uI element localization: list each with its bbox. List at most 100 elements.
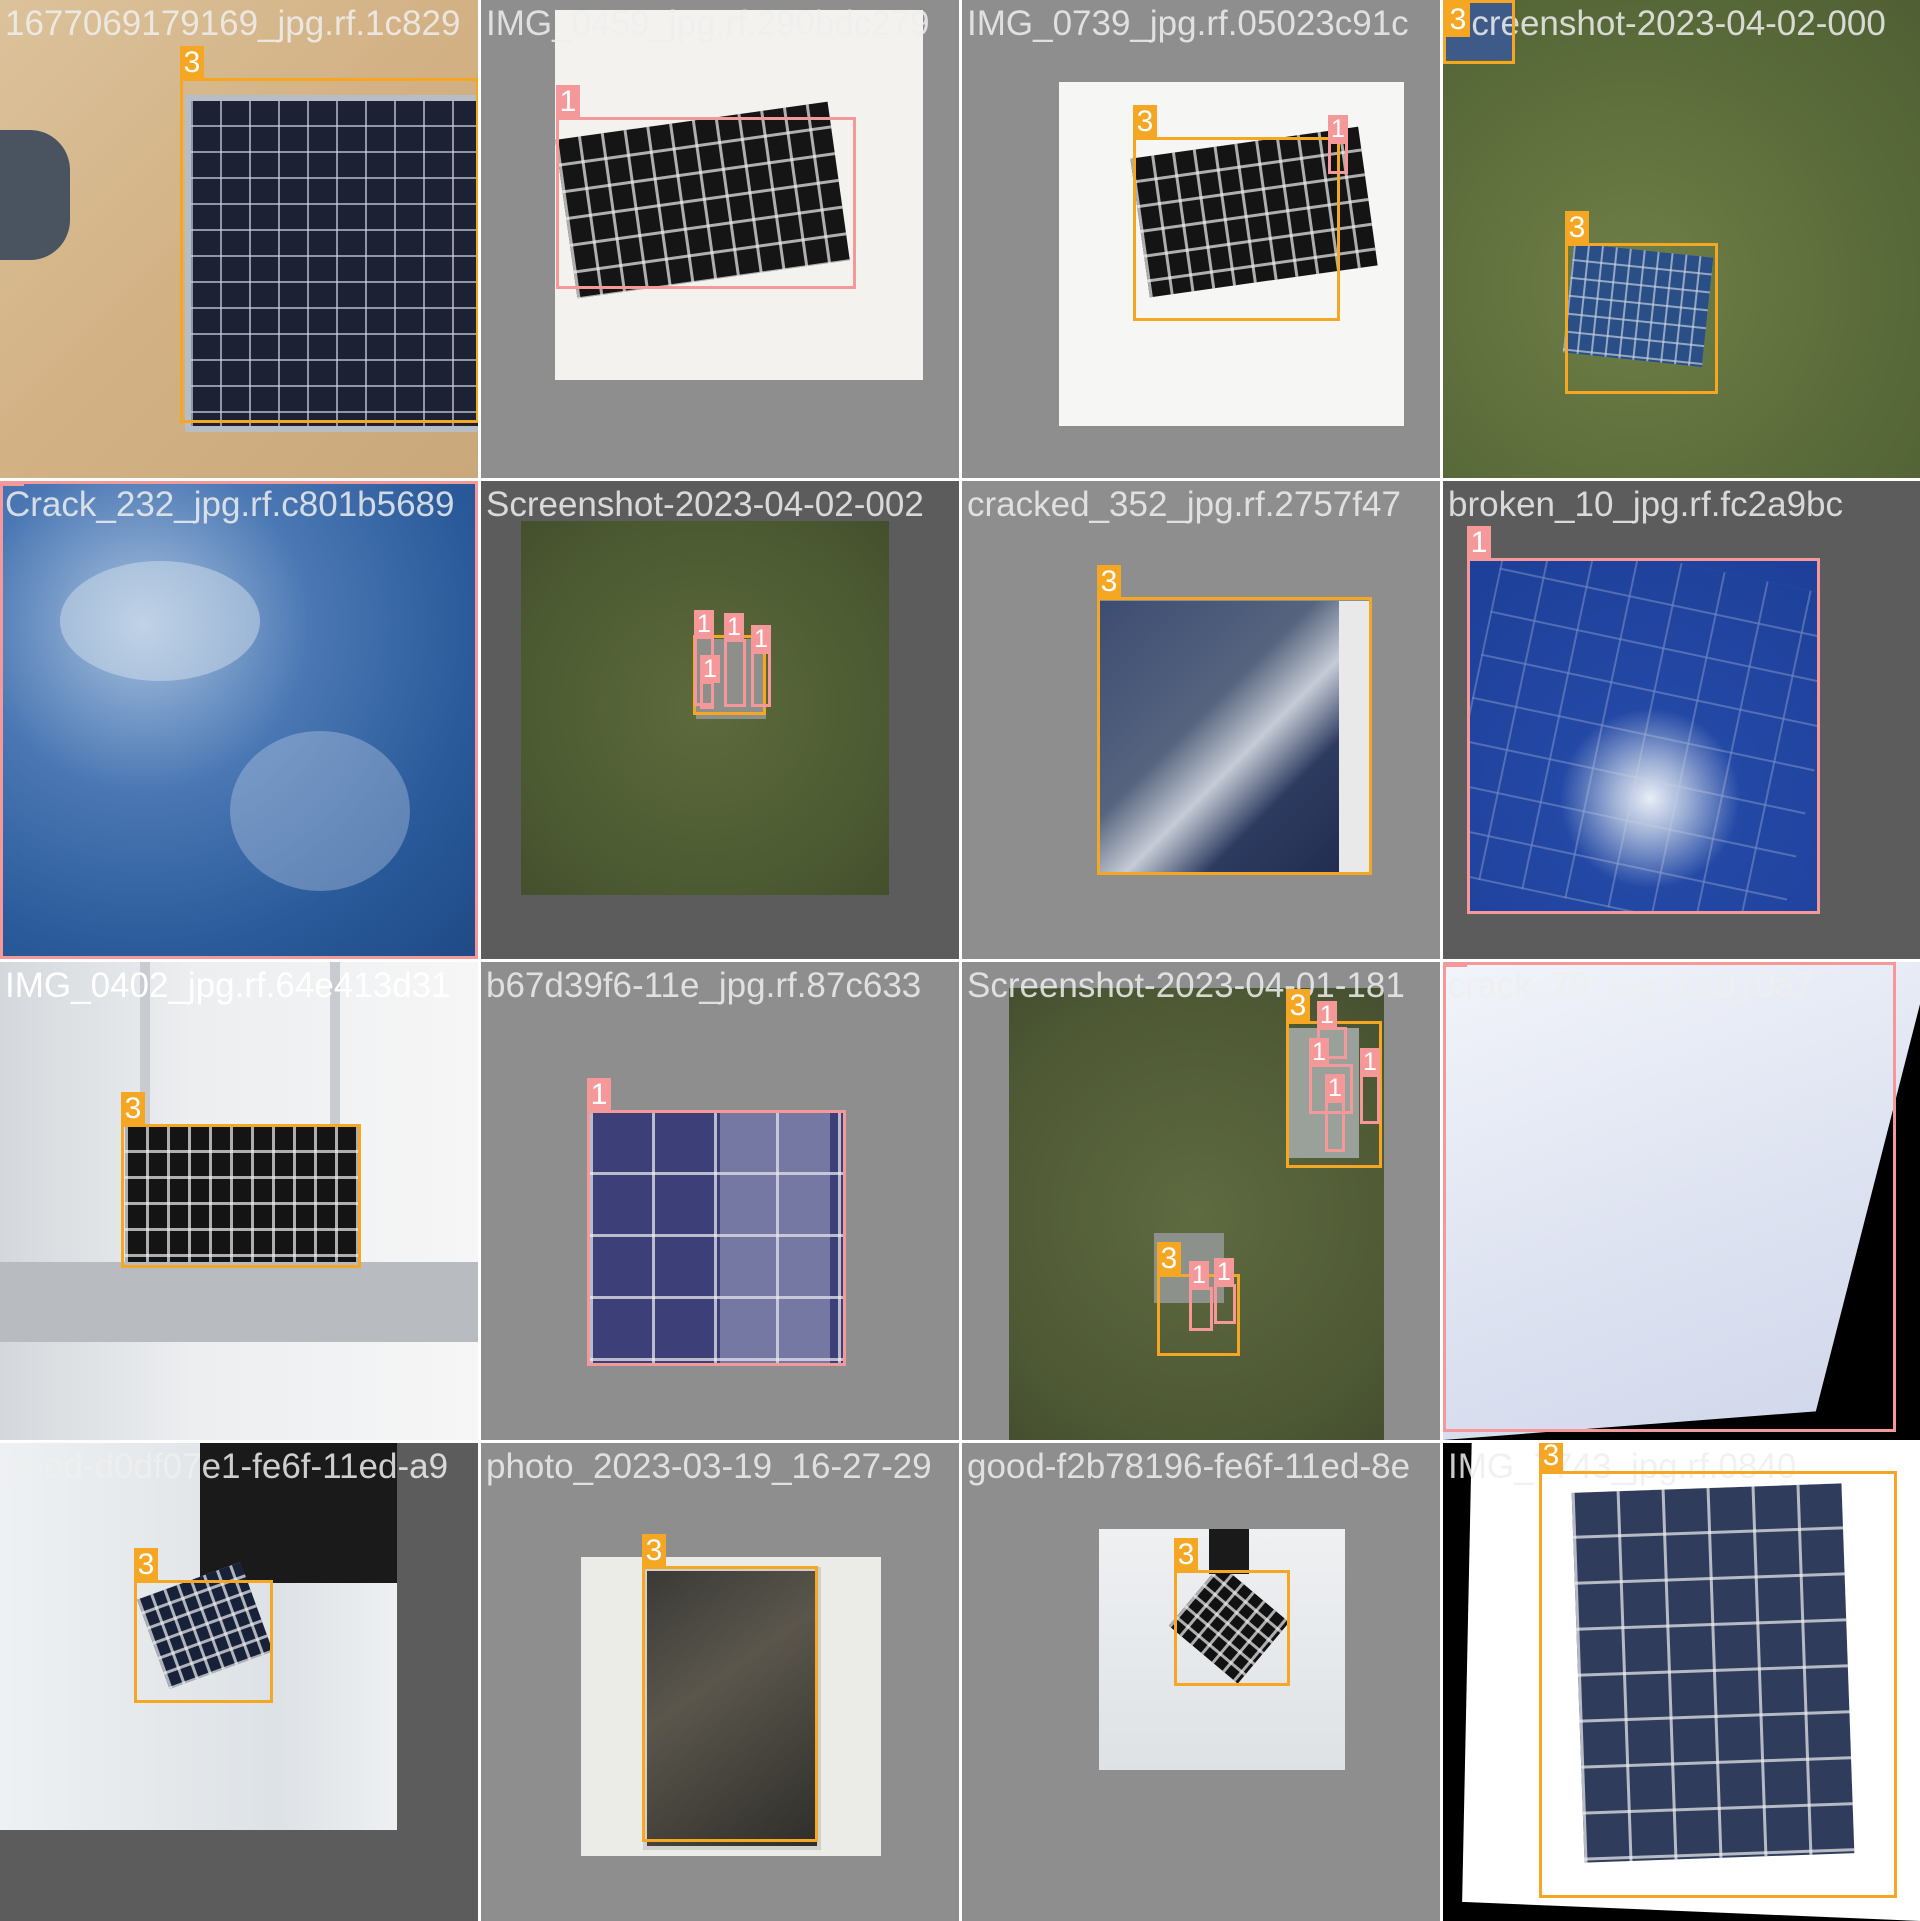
bbox-label: 3: [1286, 989, 1310, 1023]
tile-photo: [1443, 962, 1920, 1440]
bbox-class-3: 3: [121, 1092, 361, 1268]
tile-filename: b67d39f6-11e_jpg.rf.87c633: [486, 966, 922, 1005]
tile-filename: good-f2b78196-fe6f-11ed-8e: [967, 1447, 1411, 1486]
bbox-label: 1: [1214, 1258, 1234, 1286]
bbox-class-1: 1: [1443, 962, 1896, 1432]
bbox-class-1: 1: [1467, 526, 1820, 914]
bbox-label: 1: [0, 481, 24, 486]
bbox-class-1: 1: [1189, 1261, 1213, 1331]
bbox-class-3: 3: [1443, 0, 1515, 64]
bbox-label: 1: [1443, 962, 1467, 967]
mosaic-tile: IMG_0459_jpg.rf.290bdc279 1: [481, 0, 959, 478]
bbox-class-3: 3: [134, 1548, 273, 1703]
tile-filename: Screenshot-2023-04-02-002: [486, 485, 924, 524]
tile-photo: [1099, 601, 1369, 873]
tile-filename: IMG_0402_jpg.rf.64e413d31: [5, 966, 451, 1005]
bbox-class-3: 3: [1133, 105, 1340, 321]
bbox-label: 1: [587, 1078, 611, 1112]
bbox-label: 1: [1317, 1001, 1337, 1029]
bbox-label: 3: [1539, 1443, 1563, 1473]
solar-panel: [185, 95, 478, 432]
tile-filename: Screenshot-2023-04-02-000: [1448, 4, 1886, 43]
bbox-label: 3: [121, 1092, 145, 1126]
bbox-label: 3: [1133, 105, 1157, 139]
mosaic-tile: Crack_232_jpg.rf.c801b5689 1: [0, 481, 478, 959]
mosaic-tile: good-f2b78196-fe6f-11ed-8e 3: [962, 1443, 1440, 1921]
bbox-class-1: 1: [1214, 1258, 1236, 1324]
glare: [230, 731, 410, 891]
bbox-class-3: 3: [642, 1534, 818, 1842]
bbox-class-1: 1: [724, 613, 746, 707]
bbox-label: 3: [1565, 211, 1589, 245]
solar-panel: [125, 1127, 358, 1262]
bbox-class-3: 3: [180, 46, 478, 423]
bbox-class-1: 1: [0, 481, 478, 959]
mosaic-tile: cracked_352_jpg.rf.2757f47 3: [962, 481, 1440, 959]
mosaic-tile: crack_79_jpg.rf.a970a7 1: [1443, 962, 1920, 1440]
tile-filename: Crack_232_jpg.rf.c801b5689: [5, 485, 455, 524]
mosaic-tile: good-d0df07e1-fe6f-11ed-a9 3: [0, 1443, 478, 1921]
mosaic-tile: IMG_0402_jpg.rf.64e413d31 3: [0, 962, 478, 1440]
bbox-label: 1: [1328, 115, 1348, 143]
tile-photo: [1443, 1443, 1920, 1921]
cracked-panel: [643, 1567, 821, 1850]
tile-photo: [590, 1113, 843, 1364]
bbox-class-1: 1: [1360, 1048, 1380, 1124]
bbox-class-1: 1: [1309, 1038, 1353, 1114]
tile-filename: cracked_352_jpg.rf.2757f47: [967, 485, 1401, 524]
bbox-class-1: 1: [587, 1078, 846, 1366]
tile-photo: [1099, 1529, 1345, 1770]
floor: [0, 1262, 478, 1342]
tile-filename: broken_10_jpg.rf.fc2a9bc: [1448, 485, 1843, 524]
tile-photo: [1468, 559, 1818, 911]
tile-filename: Screenshot-2023-04-01-181: [967, 966, 1405, 1005]
bbox-class-1: 1: [556, 85, 856, 289]
bbox-label: 1: [1467, 526, 1491, 560]
cracked-panel: [590, 1113, 843, 1364]
bbox-label: 1: [556, 85, 580, 119]
person: [200, 1443, 397, 1583]
mosaic-tile: photo_2023-03-19_16-27-29 3: [481, 1443, 959, 1921]
bbox-label: 3: [642, 1534, 666, 1568]
bbox-label: 3: [180, 46, 204, 80]
mosaic-tile: Screenshot-2023-04-01-181 3 1 1 1 1 3 1 …: [962, 962, 1440, 1440]
bbox-label: 1: [1189, 1261, 1209, 1289]
bbox-label: 3: [1157, 1242, 1181, 1276]
bbox-label: 3: [1174, 1538, 1198, 1572]
tile-filename: good-d0df07e1-fe6f-11ed-a9: [5, 1447, 449, 1486]
bbox-class-3: 3: [1097, 565, 1372, 875]
tile-filename: photo_2023-03-19_16-27-29: [486, 1447, 932, 1486]
tile-filename: IMG_0739_jpg.rf.05023c91c: [967, 4, 1409, 43]
bbox-label: 1: [1360, 1048, 1380, 1076]
bbox-class-3: 3: [1565, 211, 1718, 394]
tile-photo: [0, 962, 478, 1440]
bbox-class-1: 1: [1325, 1074, 1345, 1152]
bbox-class-1: 1: [1328, 115, 1348, 174]
person: [1209, 1529, 1249, 1574]
mosaic-tile: broken_10_jpg.rf.fc2a9bc 1: [1443, 481, 1920, 959]
bbox-label: 1: [751, 625, 771, 653]
tile-photo: [0, 1443, 397, 1830]
crack-overlay: [720, 1113, 830, 1364]
bbox-label: 1: [694, 610, 714, 638]
bbox-label: 1: [1309, 1038, 1329, 1066]
tile-filename: IMG_0459_jpg.rf.290bdc279: [486, 4, 930, 43]
mosaic-tile: 1677069179169_jpg.rf.1c829 3: [0, 0, 478, 478]
bbox-class-1: 1: [751, 625, 771, 707]
bbox-label: 3: [1097, 565, 1121, 599]
bbox-label: 1: [700, 655, 720, 683]
bbox-label: 3: [1446, 3, 1470, 37]
bbox-label: 1: [1325, 1074, 1345, 1102]
mosaic-tile: IMG_0739_jpg.rf.05023c91c 3 1: [962, 0, 1440, 478]
panel-frame: [1339, 601, 1369, 873]
mosaic-tile: Screenshot-2023-04-02-000 3 3: [1443, 0, 1920, 478]
bbox-class-1: 1: [700, 655, 720, 709]
mosaic-tile: Screenshot-2023-04-02-002 1 1 1 1: [481, 481, 959, 959]
mosaic-tile: IMG_7743_jpg.rf.0840 3: [1443, 1443, 1920, 1921]
tile-photo: [555, 10, 923, 380]
mosaic-tile: b67d39f6-11e_jpg.rf.87c633 1: [481, 962, 959, 1440]
tile-filename: IMG_7743_jpg.rf.0840: [1448, 1447, 1797, 1486]
tile-filename: crack_79_jpg.rf.a970a7: [1448, 966, 1814, 1005]
tile-photo: [0, 481, 478, 959]
